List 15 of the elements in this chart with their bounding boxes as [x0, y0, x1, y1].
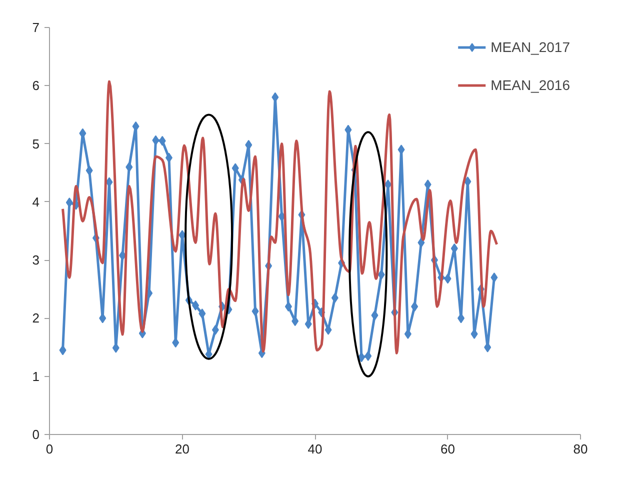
y-tick-label: 4 — [32, 194, 40, 210]
x-tick-label: 60 — [440, 442, 455, 456]
y-tick-label: 1 — [32, 368, 40, 384]
y-tick-label: 6 — [32, 78, 40, 94]
y-tick-label: 0 — [32, 427, 40, 442]
y-tick-label: 2 — [32, 310, 40, 326]
legend-label: MEAN_2016 — [490, 77, 570, 93]
legend-label: MEAN_2017 — [490, 39, 570, 55]
y-tick-label: 7 — [32, 20, 40, 35]
y-tick-label: 5 — [32, 136, 40, 152]
x-tick-label: 80 — [573, 442, 588, 456]
x-tick-label: 20 — [175, 442, 190, 456]
y-tick-label: 3 — [32, 252, 40, 268]
x-tick-label: 0 — [46, 442, 54, 456]
x-tick-label: 40 — [308, 442, 322, 456]
